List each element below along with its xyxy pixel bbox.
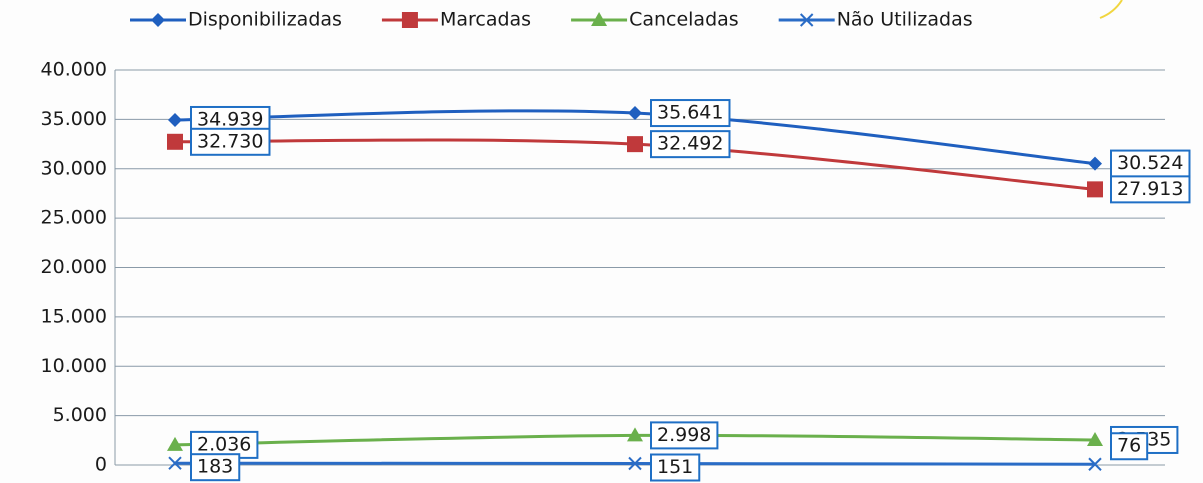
marker	[168, 112, 182, 127]
data-label: 151	[650, 453, 701, 482]
data-label: 32.492	[650, 130, 731, 159]
marker	[1088, 457, 1102, 471]
marker	[167, 133, 183, 150]
legend-label: Marcadas	[440, 9, 531, 31]
data-label: 76	[1110, 432, 1149, 461]
marker	[591, 12, 608, 26]
y-tick-label: 10.000	[41, 355, 107, 377]
y-tick-label: 5.000	[53, 404, 107, 426]
data-label: 30.524	[1110, 149, 1191, 178]
data-label-box	[1110, 432, 1149, 461]
y-tick-label: 30.000	[41, 157, 107, 179]
data-label-text: 32.730	[197, 130, 263, 152]
data-label-text: 2.036	[197, 433, 251, 455]
decoration	[1099, 0, 1123, 19]
marker	[1087, 181, 1103, 198]
data-label: 2.998	[650, 421, 719, 450]
data-label-box	[650, 99, 731, 128]
marker	[627, 136, 643, 153]
data-label: 32.730	[190, 127, 271, 156]
data-label-text: 2.998	[657, 424, 711, 446]
marker	[628, 456, 642, 471]
legend-label: Não Utilizadas	[837, 9, 973, 31]
data-label-box	[650, 130, 731, 159]
marker	[167, 436, 183, 451]
marker	[151, 13, 165, 27]
data-label-text: 35.641	[657, 102, 723, 124]
data-label-box	[190, 127, 271, 156]
data-label-text: 76	[1117, 435, 1141, 457]
marker	[1088, 156, 1102, 171]
data-label: 183	[190, 453, 241, 482]
data-label-box	[1110, 175, 1191, 204]
y-tick-label: 20.000	[41, 256, 107, 278]
data-label-text: 30.524	[1117, 152, 1183, 174]
data-label-box	[650, 421, 719, 450]
marker	[799, 13, 814, 27]
marker	[628, 106, 642, 121]
marker	[1087, 431, 1103, 446]
data-label-text: 183	[197, 456, 233, 478]
data-label: 27.913	[1110, 175, 1191, 204]
marker	[627, 427, 643, 442]
marker	[168, 456, 182, 470]
data-label-box	[1110, 149, 1191, 178]
data-label: 35.641	[650, 99, 731, 128]
data-label-text: 27.913	[1117, 178, 1183, 200]
y-tick-label: 0	[95, 454, 107, 476]
data-label-box	[650, 453, 701, 482]
data-label-text: 34.939	[197, 108, 263, 130]
legend-label: Disponibilizadas	[188, 9, 342, 31]
marker	[401, 12, 418, 28]
data-label-text: 32.492	[657, 133, 723, 155]
y-tick-label: 40.000	[41, 59, 107, 81]
legend-label: Canceladas	[629, 9, 739, 31]
data-label-text: 151	[657, 456, 693, 478]
y-tick-label: 35.000	[41, 108, 107, 130]
data-label-box	[190, 453, 241, 482]
y-tick-label: 25.000	[41, 207, 107, 229]
y-tick-label: 15.000	[41, 305, 107, 327]
